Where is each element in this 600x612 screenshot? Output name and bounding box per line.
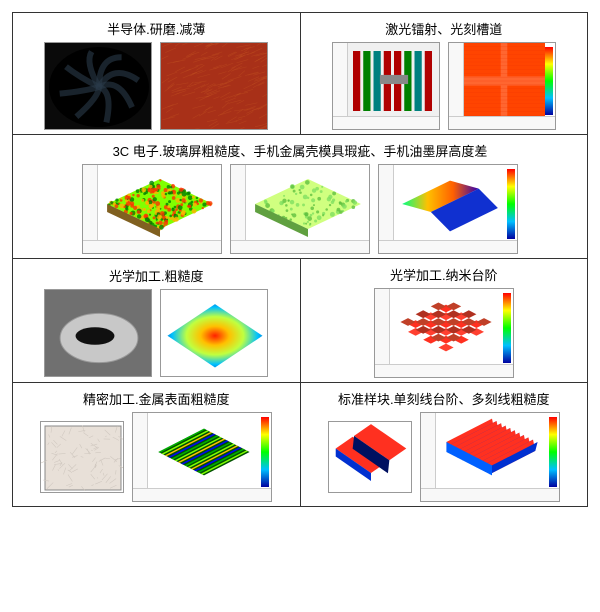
thumb-3d-smooth xyxy=(230,164,370,254)
cell-title: 标准样块.单刻线台阶、多刻线粗糙度 xyxy=(338,387,550,412)
cell-title: 激光镭射、光刻槽道 xyxy=(385,17,502,42)
cell-0-1: 激光镭射、光刻槽道 xyxy=(301,13,588,134)
cell-title: 光学加工.纳米台阶 xyxy=(390,263,498,288)
thumb-laser xyxy=(332,42,440,130)
thumb-3d-rough xyxy=(82,164,222,254)
cell-title: 光学加工.粗糙度 xyxy=(109,264,204,289)
row-2: 光学加工.粗糙度 光学加工.纳米台阶 xyxy=(13,259,587,383)
application-table: 半导体.研磨.减薄 激光镭射、光刻槽道 3C 电子.玻璃屏粗糙度、手机金属壳模具瑕疵… xyxy=(12,12,588,507)
thumb-3d-fold xyxy=(378,164,518,254)
cell-3-1: 标准样块.单刻线台阶、多刻线粗糙度 xyxy=(301,383,588,506)
cell-2-1: 光学加工.纳米台阶 xyxy=(301,259,588,382)
cell-1-0: 3C 电子.玻璃屏粗糙度、手机金属壳模具瑕疵、手机油墨屏高度差 xyxy=(13,135,587,258)
thumb-radial xyxy=(160,289,268,377)
thumbnails xyxy=(19,42,294,130)
thumb-3d-stripes xyxy=(132,412,272,502)
thumbnails xyxy=(307,412,582,502)
thumb-slot xyxy=(328,421,412,493)
thumbnails xyxy=(307,42,582,130)
thumbnails xyxy=(19,412,294,502)
row-1: 3C 电子.玻璃屏粗糙度、手机金属壳模具瑕疵、手机油墨屏高度差 xyxy=(13,135,587,259)
thumb-noise xyxy=(160,42,268,130)
thumb-3d-waffle xyxy=(374,288,514,378)
cell-title: 3C 电子.玻璃屏粗糙度、手机金属壳模具瑕疵、手机油墨屏高度差 xyxy=(113,139,488,164)
cell-2-0: 光学加工.粗糙度 xyxy=(13,259,301,382)
thumb-metal xyxy=(40,421,124,493)
thumbnails xyxy=(19,164,581,254)
thumb-chip xyxy=(448,42,556,130)
thumb-swirl xyxy=(44,42,152,130)
cell-title: 半导体.研磨.减薄 xyxy=(107,17,205,42)
cell-3-0: 精密加工.金属表面粗糙度 xyxy=(13,383,301,506)
row-0: 半导体.研磨.减薄 激光镭射、光刻槽道 xyxy=(13,13,587,135)
thumbnails xyxy=(307,288,582,378)
thumb-corrugated xyxy=(420,412,560,502)
thumbnails xyxy=(19,289,294,377)
cell-0-0: 半导体.研磨.减薄 xyxy=(13,13,301,134)
row-3: 精密加工.金属表面粗糙度 标准样块.单刻线台阶、多刻线粗糙度 xyxy=(13,383,587,506)
cell-title: 精密加工.金属表面粗糙度 xyxy=(83,387,230,412)
thumb-lens xyxy=(44,289,152,377)
